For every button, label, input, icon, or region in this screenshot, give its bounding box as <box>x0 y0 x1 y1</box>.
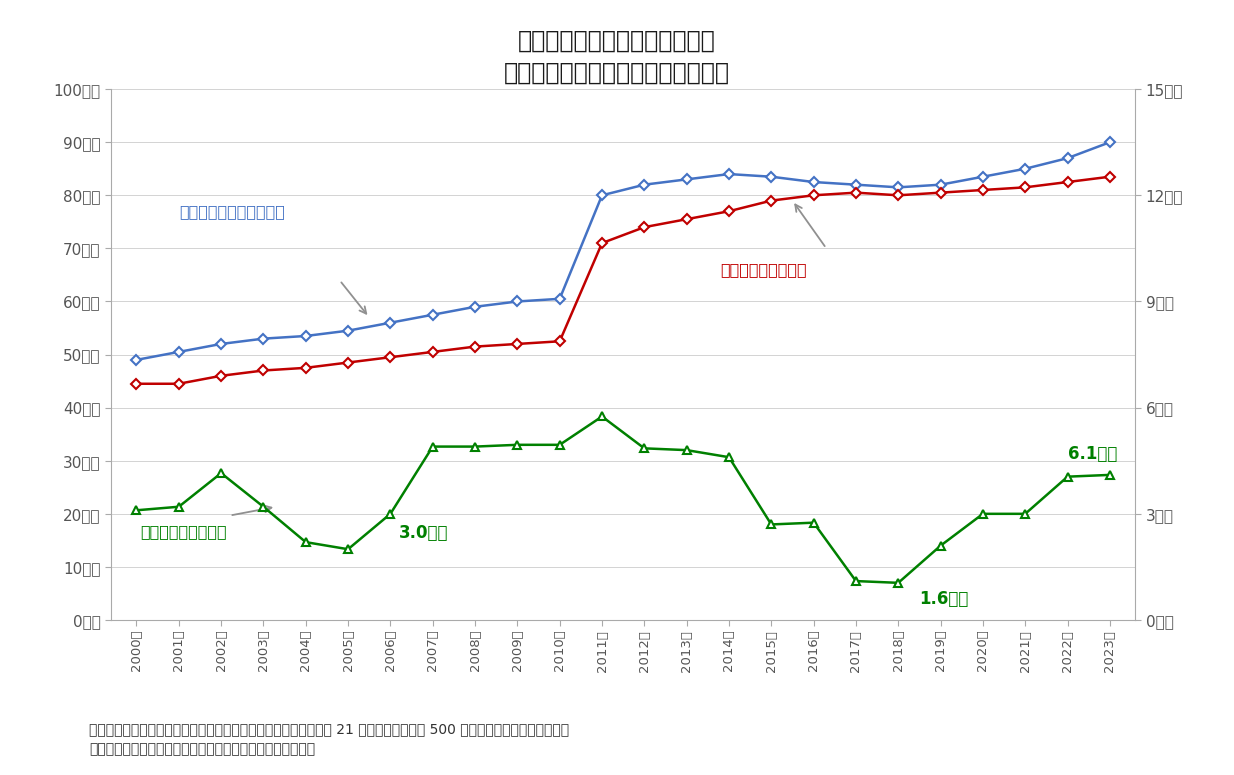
Text: 賃貸面積（左目盛）: 賃貸面積（左目盛） <box>721 262 807 277</box>
Text: 現空面積（右目盛）: 現空面積（右目盛） <box>141 524 227 539</box>
Text: 図表－４　横浜ビジネス地区の: 図表－４ 横浜ビジネス地区の <box>518 29 716 53</box>
Text: 賃貸可能面積・賃貸面積・空室面積: 賃貸可能面積・賃貸面積・空室面積 <box>503 60 731 84</box>
Text: （出所）三鬼商事のデータを基にニッセイ基礎研究所が作成: （出所）三鬼商事のデータを基にニッセイ基礎研究所が作成 <box>89 742 315 756</box>
Text: 6.1万坪: 6.1万坪 <box>1067 445 1117 463</box>
Text: 1.6万坪: 1.6万坪 <box>919 590 969 608</box>
Text: 賃貸可能面積（左目盛）: 賃貸可能面積（左目盛） <box>179 204 285 219</box>
Text: （注）横浜ビジネス地区（関内、横浜駅、新横浜、みなとみらい 21 地区）の延床面積 500 坪以上の主要賃貸事務所ビル: （注）横浜ビジネス地区（関内、横浜駅、新横浜、みなとみらい 21 地区）の延床面… <box>89 722 569 736</box>
Text: 3.0万坪: 3.0万坪 <box>399 525 448 542</box>
